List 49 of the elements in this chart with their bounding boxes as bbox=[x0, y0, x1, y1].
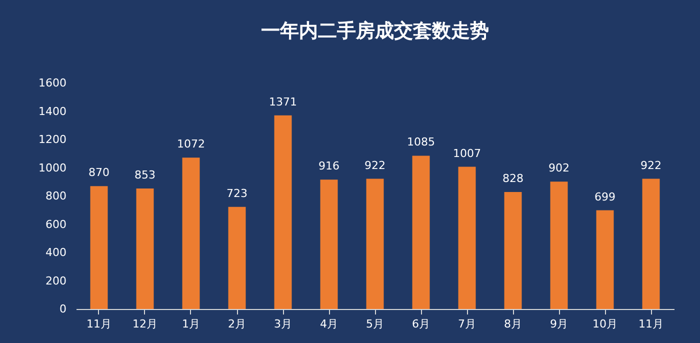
data-label: 1007 bbox=[453, 146, 481, 160]
bar bbox=[596, 210, 614, 309]
x-tick-label: 6月 bbox=[412, 318, 430, 330]
y-tick-label: 1400 bbox=[38, 104, 66, 118]
y-tick-label: 800 bbox=[46, 190, 66, 202]
y-tick-label: 1200 bbox=[38, 133, 66, 146]
x-tick-label: 3月 bbox=[274, 318, 292, 330]
chart-title: 一年内二手房成交套数走势 bbox=[261, 20, 489, 42]
data-label: 853 bbox=[134, 168, 156, 182]
y-tick-label: 1000 bbox=[38, 161, 66, 174]
y-tick-label: 1600 bbox=[38, 76, 66, 90]
data-label: 916 bbox=[318, 160, 340, 173]
bar bbox=[274, 115, 292, 309]
data-label: 1371 bbox=[269, 95, 297, 108]
x-tick-label: 10月 bbox=[592, 318, 618, 330]
data-label: 1072 bbox=[177, 138, 205, 151]
y-tick-label: 0 bbox=[60, 302, 66, 316]
bar bbox=[90, 186, 108, 309]
x-tick-label: 11月 bbox=[86, 318, 112, 330]
data-label: 723 bbox=[226, 186, 248, 200]
data-label: 922 bbox=[364, 158, 386, 172]
y-tick-label: 600 bbox=[46, 218, 66, 231]
bar bbox=[550, 182, 568, 309]
x-tick-label: 7月 bbox=[458, 318, 476, 330]
bar bbox=[228, 206, 246, 309]
bar bbox=[182, 158, 200, 309]
x-tick-label: 2月 bbox=[228, 318, 246, 330]
bar bbox=[366, 178, 384, 309]
data-label: 699 bbox=[594, 190, 616, 204]
data-label: 922 bbox=[640, 158, 662, 172]
x-tick-label: 5月 bbox=[366, 318, 384, 330]
bar bbox=[642, 178, 660, 309]
data-label: 902 bbox=[548, 162, 570, 175]
y-tick-label: 400 bbox=[46, 246, 66, 259]
bar bbox=[412, 156, 430, 309]
x-tick-label: 4月 bbox=[320, 318, 338, 330]
y-tick-label: 200 bbox=[46, 274, 66, 288]
data-label: 1085 bbox=[407, 136, 435, 149]
x-tick-label: 8月 bbox=[504, 318, 522, 330]
bar bbox=[320, 180, 338, 309]
x-tick-label: 11月 bbox=[638, 318, 664, 330]
bar bbox=[458, 166, 476, 309]
x-tick-label: 1月 bbox=[182, 318, 200, 330]
data-label: 870 bbox=[88, 166, 110, 180]
x-tick-label: 9月 bbox=[550, 318, 568, 330]
bar bbox=[504, 192, 522, 309]
data-label: 828 bbox=[502, 172, 524, 186]
x-tick-label: 12月 bbox=[132, 318, 158, 330]
bar bbox=[136, 188, 154, 309]
